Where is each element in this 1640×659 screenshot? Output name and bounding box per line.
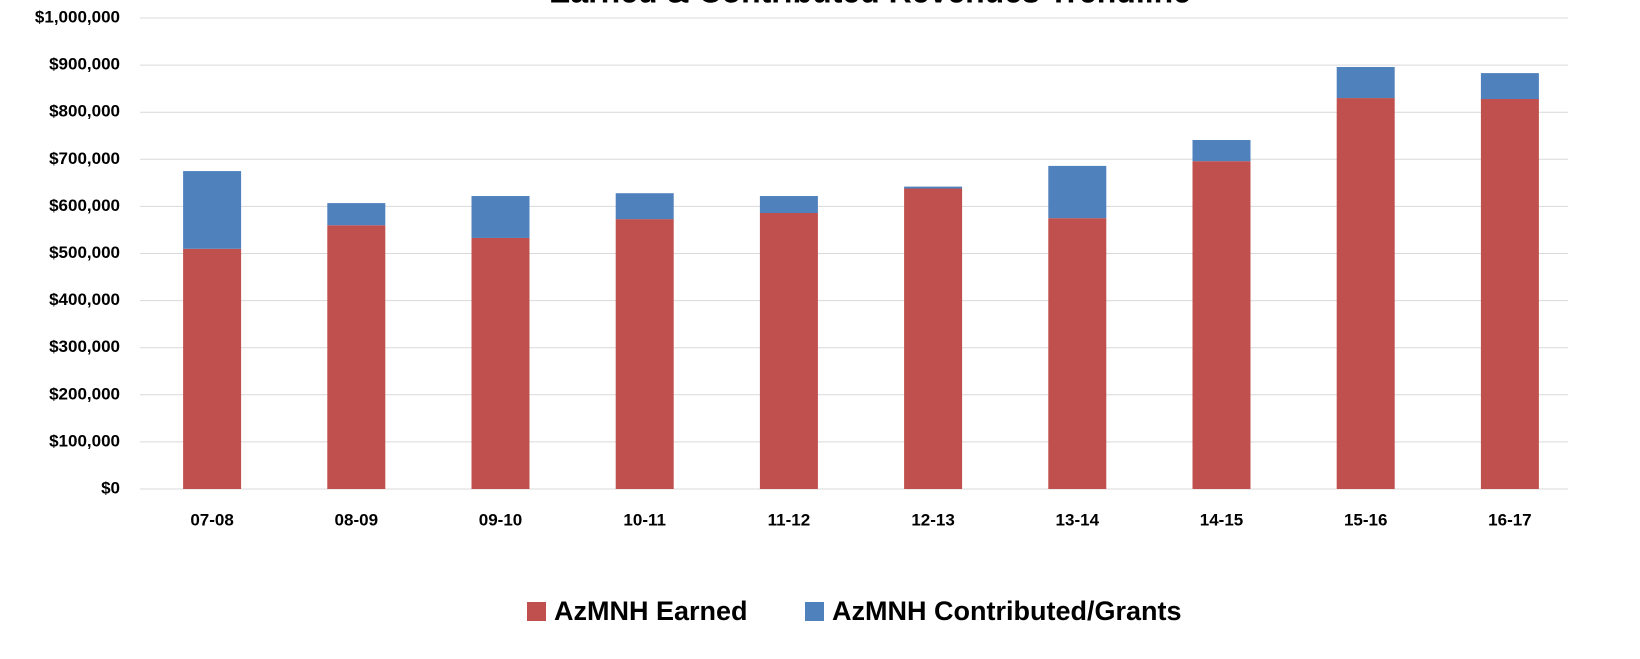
bar-segment: [1048, 165, 1107, 219]
y-tick-label: $300,000: [49, 337, 120, 356]
bar-segment: [1336, 66, 1395, 99]
bar-segment: [904, 188, 963, 489]
legend-swatch: [805, 602, 824, 621]
bar-segment: [615, 193, 674, 220]
x-tick-label: 12-13: [911, 510, 954, 529]
legend-swatch: [527, 602, 546, 621]
bar-segment: [183, 248, 242, 489]
legend-label: AzMNH Earned: [554, 596, 748, 626]
bar-segment: [615, 219, 674, 489]
y-tick-label: $700,000: [49, 149, 120, 168]
bar-segment: [1192, 139, 1251, 162]
x-tick-label: 07-08: [190, 510, 233, 529]
bar-segment: [759, 212, 818, 489]
bar-segment: [1048, 218, 1107, 490]
x-tick-label: 13-14: [1056, 510, 1100, 529]
y-tick-label: $500,000: [49, 243, 120, 262]
bar-segment: [1192, 161, 1251, 489]
bar-segment: [1480, 99, 1539, 490]
x-tick-label: 09-10: [479, 510, 522, 529]
bar-segment: [327, 225, 386, 490]
y-tick-label: $400,000: [49, 290, 120, 309]
bar-segment: [471, 237, 530, 489]
y-tick-label: $100,000: [49, 431, 120, 450]
x-tick-label: 08-09: [335, 510, 378, 529]
bar-segment: [1480, 73, 1539, 100]
y-tick-label: $800,000: [49, 102, 120, 121]
bar-segment: [904, 186, 963, 189]
bar-segment: [759, 196, 818, 213]
y-tick-label: $200,000: [49, 384, 120, 403]
y-tick-label: $0: [101, 478, 120, 497]
x-tick-label: 14-15: [1200, 510, 1243, 529]
legend-label: AzMNH Contributed/Grants: [832, 596, 1181, 626]
y-tick-label: $1,000,000: [35, 7, 120, 26]
x-tick-label: 15-16: [1344, 510, 1387, 529]
x-tick-label: 16-17: [1488, 510, 1531, 529]
bar-segment: [327, 203, 386, 226]
bar-segment: [1336, 98, 1395, 489]
chart-title: Earned & Contributed Revenues Trendline: [549, 0, 1191, 9]
bar-segment: [183, 171, 242, 249]
y-tick-label: $900,000: [49, 55, 120, 74]
y-tick-label: $600,000: [49, 196, 120, 215]
bar-segment: [471, 196, 530, 238]
x-tick-label: 11-12: [768, 510, 811, 529]
x-tick-label: 10-11: [623, 510, 666, 529]
